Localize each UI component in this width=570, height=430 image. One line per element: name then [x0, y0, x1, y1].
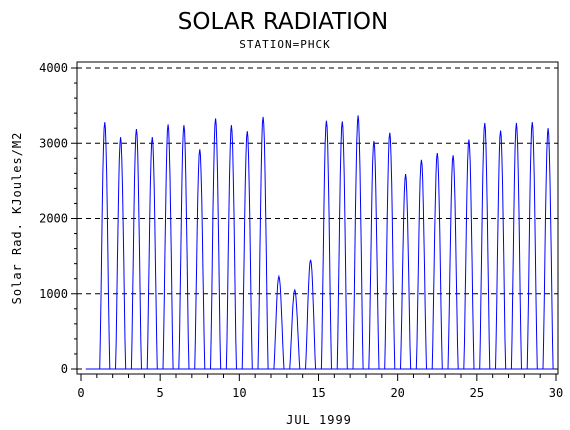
daily-radiation-curve [384, 132, 396, 370]
daily-radiation-curve [542, 128, 554, 370]
x-axis: 0 5 10 15 20 25 30 [77, 374, 563, 400]
x-tick-label: 30 [549, 386, 563, 400]
y-tick-label: 0 [61, 362, 68, 376]
daily-radiation-curve [194, 149, 206, 370]
y-tick-label: 1000 [39, 287, 68, 301]
daily-radiation-curve [210, 118, 222, 370]
daily-radiation-curve [257, 116, 269, 370]
chart-subtitle: STATION=PHCK [239, 38, 330, 51]
daily-radiation-curve [447, 155, 459, 370]
daily-radiation-curve [305, 259, 317, 370]
daily-radiation-curve [320, 120, 332, 370]
daily-radiation-curve [510, 122, 522, 370]
x-tick-label: 15 [311, 386, 325, 400]
daily-radiation-curve [115, 137, 127, 370]
daily-radiation-curve [526, 122, 538, 370]
daily-radiation-curve [289, 288, 301, 370]
y-tick-label: 2000 [39, 212, 68, 226]
daily-radiation-curve [241, 131, 253, 370]
daily-radiation-curve [352, 115, 364, 370]
daily-radiation-curve [463, 139, 475, 370]
x-tick-label: 10 [232, 386, 246, 400]
daily-radiation-curve [400, 174, 412, 370]
x-axis-label: JUL 1999 [286, 413, 352, 427]
daily-radiation-curve [479, 122, 491, 370]
daily-radiation-curve [162, 124, 174, 370]
data-layer [85, 115, 555, 370]
chart-title: SOLAR RADIATION [178, 9, 388, 35]
daily-radiation-curve [368, 140, 380, 370]
daily-radiation-curve [146, 137, 158, 370]
y-axis-label: Solar Rad. KJoules/M2 [10, 132, 24, 305]
x-tick-label: 20 [390, 386, 404, 400]
x-tick-label: 5 [157, 386, 164, 400]
daily-radiation-curve [495, 130, 507, 370]
y-tick-label: 3000 [39, 136, 68, 150]
grid-lines [77, 67, 558, 370]
daily-radiation-curve [225, 125, 237, 370]
x-tick-label: 25 [470, 386, 484, 400]
daily-radiation-curve [431, 152, 443, 370]
daily-radiation-curve [130, 128, 142, 370]
daily-radiation-curve [99, 122, 111, 370]
daily-radiation-curve [273, 274, 285, 370]
daily-radiation-curve [415, 159, 427, 370]
y-tick-label: 4000 [39, 61, 68, 75]
daily-radiation-curve [178, 125, 190, 370]
x-tick-label: 0 [77, 386, 84, 400]
daily-radiation-curve [336, 121, 348, 370]
y-axis: 0 1000 2000 3000 4000 [39, 61, 77, 376]
